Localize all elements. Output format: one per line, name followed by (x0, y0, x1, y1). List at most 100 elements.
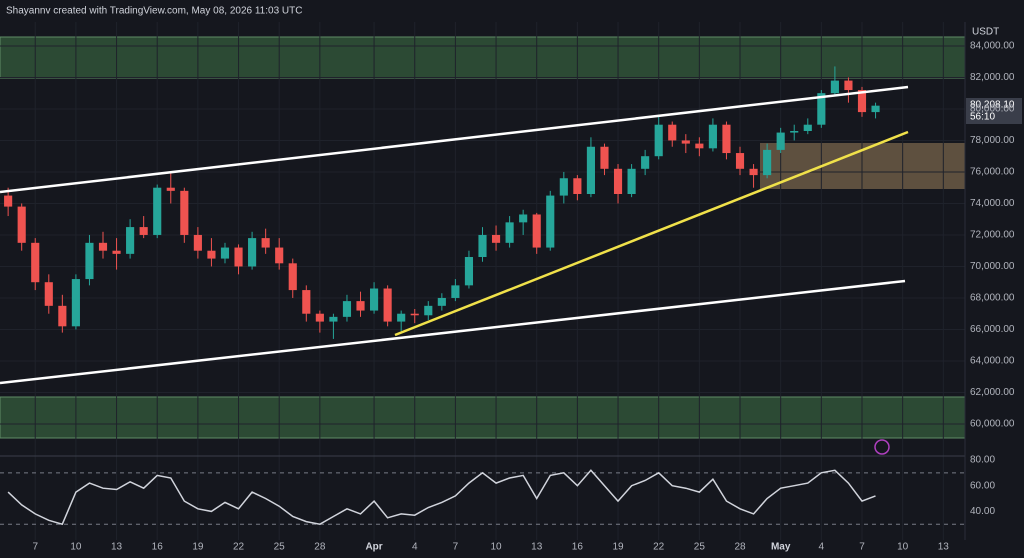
candle-body (342, 301, 352, 317)
candle-body (505, 222, 514, 243)
rsi-line (7, 469, 876, 526)
candle-body (329, 316, 338, 322)
candle-body (71, 279, 80, 327)
y-tick-label: 64,000.00 (970, 356, 1015, 367)
candle-body (790, 130, 799, 133)
y-tick-label: 68,000.00 (970, 293, 1015, 304)
supply-zone (0, 36, 966, 79)
candle-body (356, 301, 365, 311)
candle-body (4, 195, 13, 207)
zones (0, 36, 966, 439)
rsi-tick-label: 40.00 (970, 506, 995, 517)
currency: USDT (972, 27, 999, 38)
x-tick-label: 10 (490, 542, 502, 553)
demand-zone (0, 396, 966, 439)
x-tick-label: 16 (572, 542, 584, 553)
candle-body (112, 250, 121, 254)
candle-body (31, 242, 40, 283)
x-tick-label: 16 (152, 542, 164, 553)
trendlines (0, 85, 909, 385)
candles (0, 22, 965, 540)
rsi-tick-label: 60.00 (970, 480, 995, 491)
candle-body (437, 297, 446, 306)
candle-body (586, 146, 595, 195)
y-tick-label: 82,000.00 (970, 72, 1015, 83)
channel-lower (0, 279, 906, 385)
y-tick-label: 70,000.00 (970, 261, 1015, 272)
x-tick-label: 19 (612, 542, 624, 553)
candle-body (234, 247, 243, 267)
x-tick-label: 13 (531, 542, 543, 553)
x-tick-label: 25 (274, 542, 286, 553)
candle-body (803, 124, 812, 131)
candle-body (871, 105, 880, 113)
candle-body (451, 285, 460, 298)
candle-body (519, 214, 528, 223)
candle-body (302, 290, 311, 314)
candle-body (424, 305, 433, 316)
candle-body (275, 247, 284, 264)
x-tick-label: 7 (32, 542, 38, 553)
candle-body (207, 250, 216, 259)
y-tick-label: 80,000.00 (970, 104, 1015, 115)
candle-body (220, 247, 230, 259)
countdown: 56:10 (970, 112, 995, 123)
x-tick-label: May (771, 542, 791, 553)
x-tick-label: 25 (694, 542, 706, 553)
y-tick-label: 72,000.00 (970, 230, 1015, 241)
candle-body (546, 195, 555, 248)
candle-body (478, 234, 487, 258)
candle-body (844, 80, 853, 91)
candle-body (44, 282, 53, 306)
y-tick-label: 60,000.00 (970, 419, 1015, 430)
y-tick-label: 74,000.00 (970, 198, 1015, 209)
candle-body (491, 234, 501, 243)
x-tick-label: 4 (412, 542, 418, 553)
candle-body (857, 90, 867, 113)
candle-body (383, 288, 392, 322)
x-tick-label: 13 (938, 542, 950, 553)
x-tick-label: 19 (192, 542, 204, 553)
candle-body (817, 93, 826, 125)
candle-body (248, 238, 257, 267)
x-tick-label: 28 (314, 542, 326, 553)
y-tick-label: 78,000.00 (970, 135, 1015, 146)
y-tick-label: 62,000.00 (970, 387, 1015, 398)
candle-body (370, 288, 379, 311)
x-tick-label: Apr (365, 542, 382, 553)
candle-body (464, 257, 474, 286)
candle-body (600, 146, 609, 169)
rsi-pane (0, 469, 965, 526)
candle-body (735, 153, 745, 169)
candle-body (397, 313, 406, 322)
candle-body (708, 124, 717, 149)
x-tick-label: 7 (859, 542, 865, 553)
candle-body (58, 305, 67, 327)
event-icon[interactable] (874, 439, 890, 455)
candle-body (17, 206, 26, 243)
y-tick-label: 76,000.00 (970, 167, 1015, 178)
candle-body (830, 80, 839, 94)
x-tick-label: 7 (453, 542, 459, 553)
candle-body (681, 140, 690, 144)
candle-body (288, 263, 297, 291)
candle-body (749, 168, 758, 176)
x-tick-label: 10 (70, 542, 82, 553)
channel-upper (0, 85, 909, 194)
last-price: 80,208.10 (970, 100, 1015, 111)
candle-body (654, 124, 663, 157)
candle-body (641, 156, 650, 169)
candle-body (627, 168, 636, 195)
candle-body (410, 313, 419, 316)
candle-body (153, 187, 162, 235)
candle-body (613, 168, 623, 195)
candle-body (166, 187, 175, 191)
header-title: Shayannv created with TradingView.com, M… (6, 6, 302, 17)
candle-body (315, 313, 324, 322)
candle-body (573, 178, 582, 195)
candle-body (668, 124, 677, 141)
candle-body (139, 227, 148, 235)
y-tick-label: 66,000.00 (970, 324, 1015, 335)
